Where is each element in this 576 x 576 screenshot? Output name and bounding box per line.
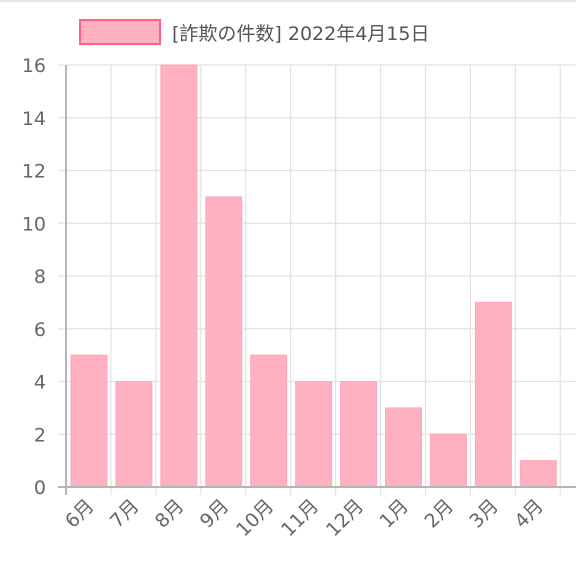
bar-6月[interactable]	[70, 354, 108, 488]
bars	[70, 64, 557, 488]
y-tick-label: 4	[34, 372, 46, 394]
y-tick-label: 2	[34, 424, 46, 446]
legend-swatch	[79, 19, 161, 45]
x-tick-label: 10月	[232, 495, 278, 541]
y-tick-label: 14	[22, 108, 46, 130]
x-tick-label: 1月	[375, 495, 413, 533]
x-tick-label: 6月	[61, 495, 99, 533]
bar-4月[interactable]	[519, 460, 557, 488]
bar-11月[interactable]	[295, 381, 333, 488]
bar-7月[interactable]	[115, 381, 153, 488]
y-axis-labels: 0 2 4 6 8 10 12 14 16	[22, 55, 46, 499]
x-tick-label: 8月	[151, 495, 189, 533]
axes	[58, 65, 576, 495]
y-tick-label: 16	[22, 55, 46, 77]
bar-1月[interactable]	[385, 407, 422, 488]
bar-2月[interactable]	[429, 433, 467, 488]
x-tick-label: 4月	[510, 495, 548, 533]
bar-12月[interactable]	[340, 381, 378, 488]
top-border	[0, 0, 576, 2]
y-tick-label: 8	[34, 266, 46, 288]
x-tick-label: 3月	[465, 495, 503, 533]
x-tick-label: 11月	[277, 495, 323, 541]
x-tick-label: 9月	[196, 495, 234, 533]
bar-10月[interactable]	[250, 354, 288, 488]
y-tick-label: 10	[22, 213, 46, 235]
legend[interactable]: [詐欺の件数] 2022年4月15日	[79, 19, 429, 45]
bar-3月[interactable]	[474, 301, 512, 488]
y-tick-label: 6	[34, 319, 46, 341]
y-tick-label: 0	[34, 477, 46, 499]
y-tick-label: 12	[22, 161, 46, 183]
bar-8月[interactable]	[160, 64, 198, 488]
bar-9月[interactable]	[205, 196, 243, 488]
legend-label: [詐欺の件数] 2022年4月15日	[172, 23, 429, 45]
x-tick-label: 12月	[322, 495, 368, 541]
x-tick-label: 7月	[106, 495, 144, 533]
x-tick-label: 2月	[420, 495, 458, 533]
